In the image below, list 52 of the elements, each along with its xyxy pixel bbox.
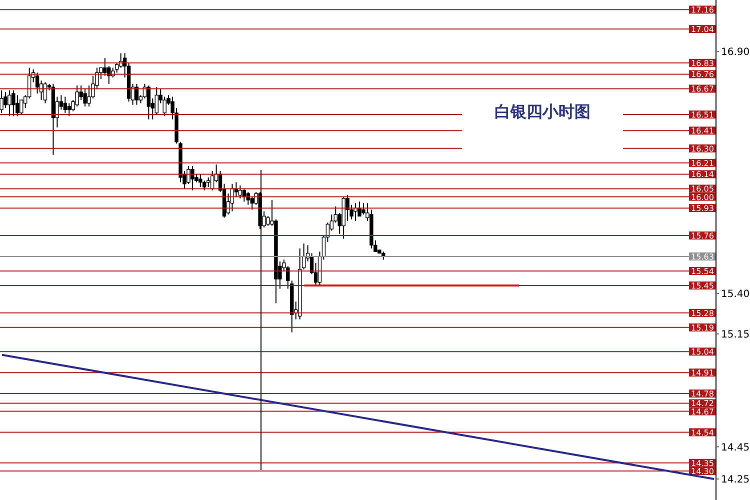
ref-line-label: 16.41 xyxy=(691,126,714,136)
ref-line-label: 14.35 xyxy=(691,458,714,468)
candlestick xyxy=(83,88,87,107)
ref-line-label: 16.21 xyxy=(691,158,714,168)
ref-line-label: 15.54 xyxy=(691,266,714,276)
y-tick-label: 14.45 xyxy=(721,442,750,454)
candlestick xyxy=(103,58,107,76)
candlestick xyxy=(63,96,67,114)
candlestick xyxy=(16,94,20,117)
candlestick xyxy=(4,91,8,109)
y-tick-label: 16.90 xyxy=(721,47,750,58)
ref-line-label: 15.63 xyxy=(691,252,714,262)
ref-line-label: 14.67 xyxy=(691,407,714,416)
candlestick xyxy=(43,82,48,104)
candlestick xyxy=(238,184,242,199)
ref-line-label: 17.16 xyxy=(691,6,714,15)
ref-line-label: 16.14 xyxy=(691,170,714,180)
ref-line-label: 16.00 xyxy=(691,192,714,202)
y-tick-label: 15.15 xyxy=(721,329,750,340)
ref-line-label: 16.30 xyxy=(691,144,714,154)
candlestick xyxy=(12,90,16,117)
ref-line-label: 16.67 xyxy=(691,84,714,94)
candlestick xyxy=(35,72,40,94)
ref-line-label: 15.19 xyxy=(691,323,714,332)
candlestick xyxy=(67,102,71,117)
ref-line-label: 14.54 xyxy=(691,428,714,438)
ref-line-label: 16.05 xyxy=(691,184,714,194)
ref-line-label: 15.28 xyxy=(691,308,714,318)
ref-line-label: 16.83 xyxy=(691,58,714,68)
candlestick xyxy=(8,90,12,117)
ref-line-label: 15.76 xyxy=(691,231,714,240)
ref-line-label: 15.93 xyxy=(691,204,714,214)
ref-line-label: 14.72 xyxy=(691,399,714,408)
text: 白银四小时图 xyxy=(494,101,592,123)
ref-line-label: 14.78 xyxy=(691,390,714,399)
candlestick xyxy=(134,83,139,106)
y-tick-label: 15.40 xyxy=(721,289,750,300)
ref-line-label: 16.76 xyxy=(691,70,714,80)
ref-line-label: 14.30 xyxy=(691,466,714,476)
candlestick xyxy=(198,174,202,188)
candlestick xyxy=(154,86,158,116)
candlestick xyxy=(190,166,194,191)
candlestick xyxy=(146,84,151,120)
ref-line-label: 15.45 xyxy=(691,281,714,290)
ref-line-label: 17.04 xyxy=(691,25,714,34)
ref-line-label: 14.91 xyxy=(691,368,714,378)
candlestick xyxy=(250,196,254,210)
candlestick xyxy=(358,201,362,217)
ref-line-label: 15.04 xyxy=(691,348,714,357)
candlestick xyxy=(115,62,119,74)
ref-line-label: 16.51 xyxy=(691,110,714,120)
y-tick-label: 14.25 xyxy=(721,474,750,486)
